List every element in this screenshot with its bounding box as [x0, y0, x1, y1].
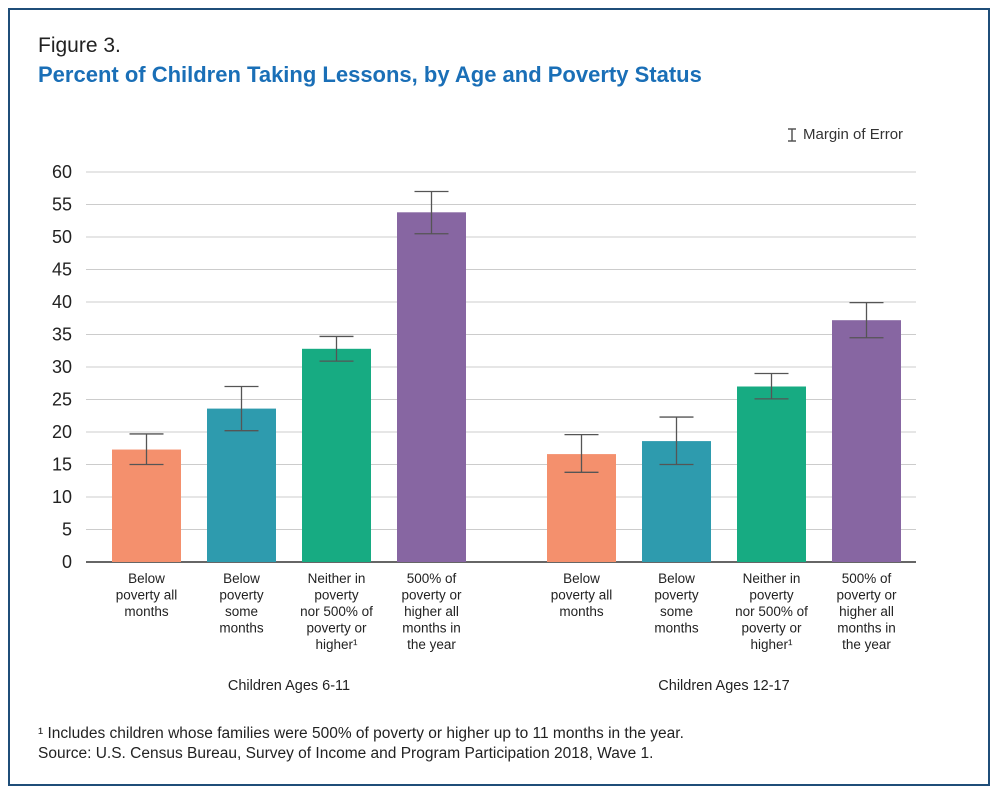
category-label: Neither in poverty nor 500% of poverty or hi… — [300, 571, 373, 652]
source-note: Source: U.S. Census Bureau, Survey of In… — [38, 745, 654, 762]
y-tick-label: 5 — [62, 520, 72, 540]
bar — [207, 408, 276, 562]
y-tick-label: 35 — [52, 325, 72, 345]
bar — [302, 348, 371, 562]
category-label: Below poverty some months — [654, 571, 699, 636]
error-bar-legend-icon — [788, 127, 796, 142]
y-tick-label: 30 — [52, 357, 72, 377]
category-label: Below poverty some months — [219, 571, 264, 636]
chart-title: Percent of Children Taking Lessons, by A… — [38, 62, 702, 87]
footnote: ¹ Includes children whose families were … — [38, 725, 684, 742]
y-tick-label: 25 — [52, 390, 72, 410]
y-tick-label: 20 — [52, 422, 72, 442]
legend: Margin of Error — [786, 126, 903, 143]
category-label: 500% of poverty or higher all months in the … — [401, 571, 462, 652]
category-label: Neither in poverty nor 500% of poverty or hi… — [735, 571, 808, 652]
bar — [737, 386, 806, 562]
bar — [397, 212, 466, 563]
figure-label: Figure 3. — [38, 34, 121, 57]
y-tick-label: 15 — [52, 455, 72, 475]
y-tick-label: 55 — [52, 195, 72, 215]
y-tick-label: 60 — [52, 162, 72, 182]
legend-label: Margin of Error — [803, 126, 904, 143]
y-tick-label: 45 — [52, 260, 72, 280]
group-label: Children Ages 6-11 — [228, 678, 350, 694]
category-label: Below poverty all months — [116, 571, 178, 619]
figure-frame — [8, 8, 990, 786]
bar — [112, 449, 181, 562]
group-label: Children Ages 12-17 — [658, 678, 789, 694]
y-tick-label: 50 — [52, 227, 72, 247]
category-label: Below poverty all months — [551, 571, 613, 619]
bar — [832, 320, 901, 562]
y-tick-label: 10 — [52, 487, 72, 507]
y-tick-label: 40 — [52, 292, 72, 312]
y-tick-label: 0 — [62, 552, 72, 572]
category-label: 500% of poverty or higher all months in the … — [836, 571, 897, 652]
